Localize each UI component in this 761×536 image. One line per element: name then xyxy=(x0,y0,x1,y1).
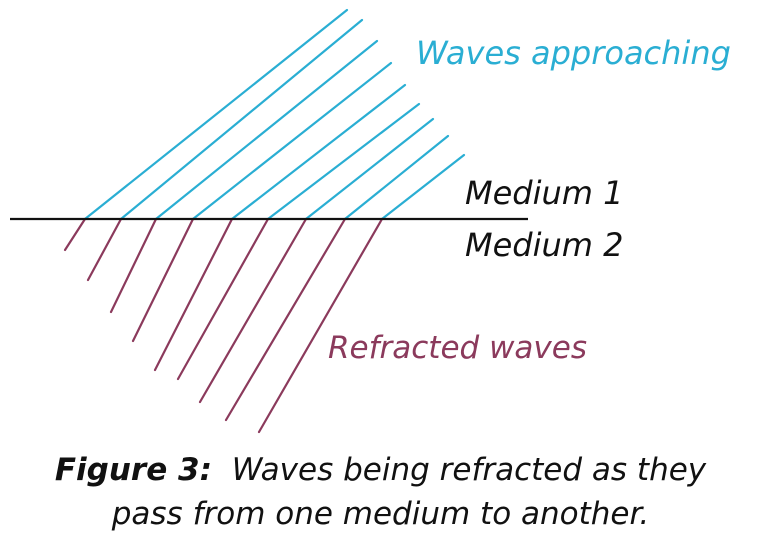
refracted-wavefront-3 xyxy=(109,217,158,314)
incident-wavefront-4 xyxy=(191,61,393,221)
refraction-diagram xyxy=(10,8,528,434)
refracted-wavefront-1 xyxy=(63,217,87,252)
caption-text-line-1: Waves being refracted as they xyxy=(231,452,707,488)
incident-wavefront-2 xyxy=(119,18,364,221)
figure-number: Figure 3 xyxy=(54,452,200,488)
incident-wavefronts xyxy=(83,8,466,221)
incident-wavefront-3 xyxy=(154,39,379,221)
refracted-waves-label: Refracted waves xyxy=(328,330,587,366)
refracted-wavefront-9 xyxy=(257,217,384,434)
incident-wavefront-9 xyxy=(380,153,466,221)
figure-caption: Figure 3: Waves being refracted as they … xyxy=(0,448,761,536)
incident-wavefront-8 xyxy=(343,134,450,221)
incident-wavefront-1 xyxy=(83,8,349,221)
medium-1-label: Medium 1 xyxy=(465,174,624,212)
caption-line-2: pass from one medium to another. xyxy=(0,492,761,536)
refracted-wavefront-8 xyxy=(224,217,347,422)
waves-approaching-label: Waves approaching xyxy=(416,34,731,72)
refracted-wavefront-7 xyxy=(198,217,308,404)
incident-wavefront-5 xyxy=(230,83,407,221)
caption-line-1: Figure 3: Waves being refracted as they xyxy=(0,448,761,492)
incident-wavefront-7 xyxy=(304,117,435,221)
refracted-wavefront-5 xyxy=(153,217,234,372)
medium-2-label: Medium 2 xyxy=(465,226,624,264)
refracted-wavefront-4 xyxy=(131,217,195,343)
refracted-wavefronts xyxy=(63,217,384,434)
incident-wavefront-6 xyxy=(266,102,421,221)
refracted-wavefront-2 xyxy=(86,217,123,282)
refracted-wavefront-6 xyxy=(176,217,270,381)
caption-text-line-2: pass from one medium to another. xyxy=(111,496,650,532)
caption-separator: : xyxy=(199,452,212,488)
